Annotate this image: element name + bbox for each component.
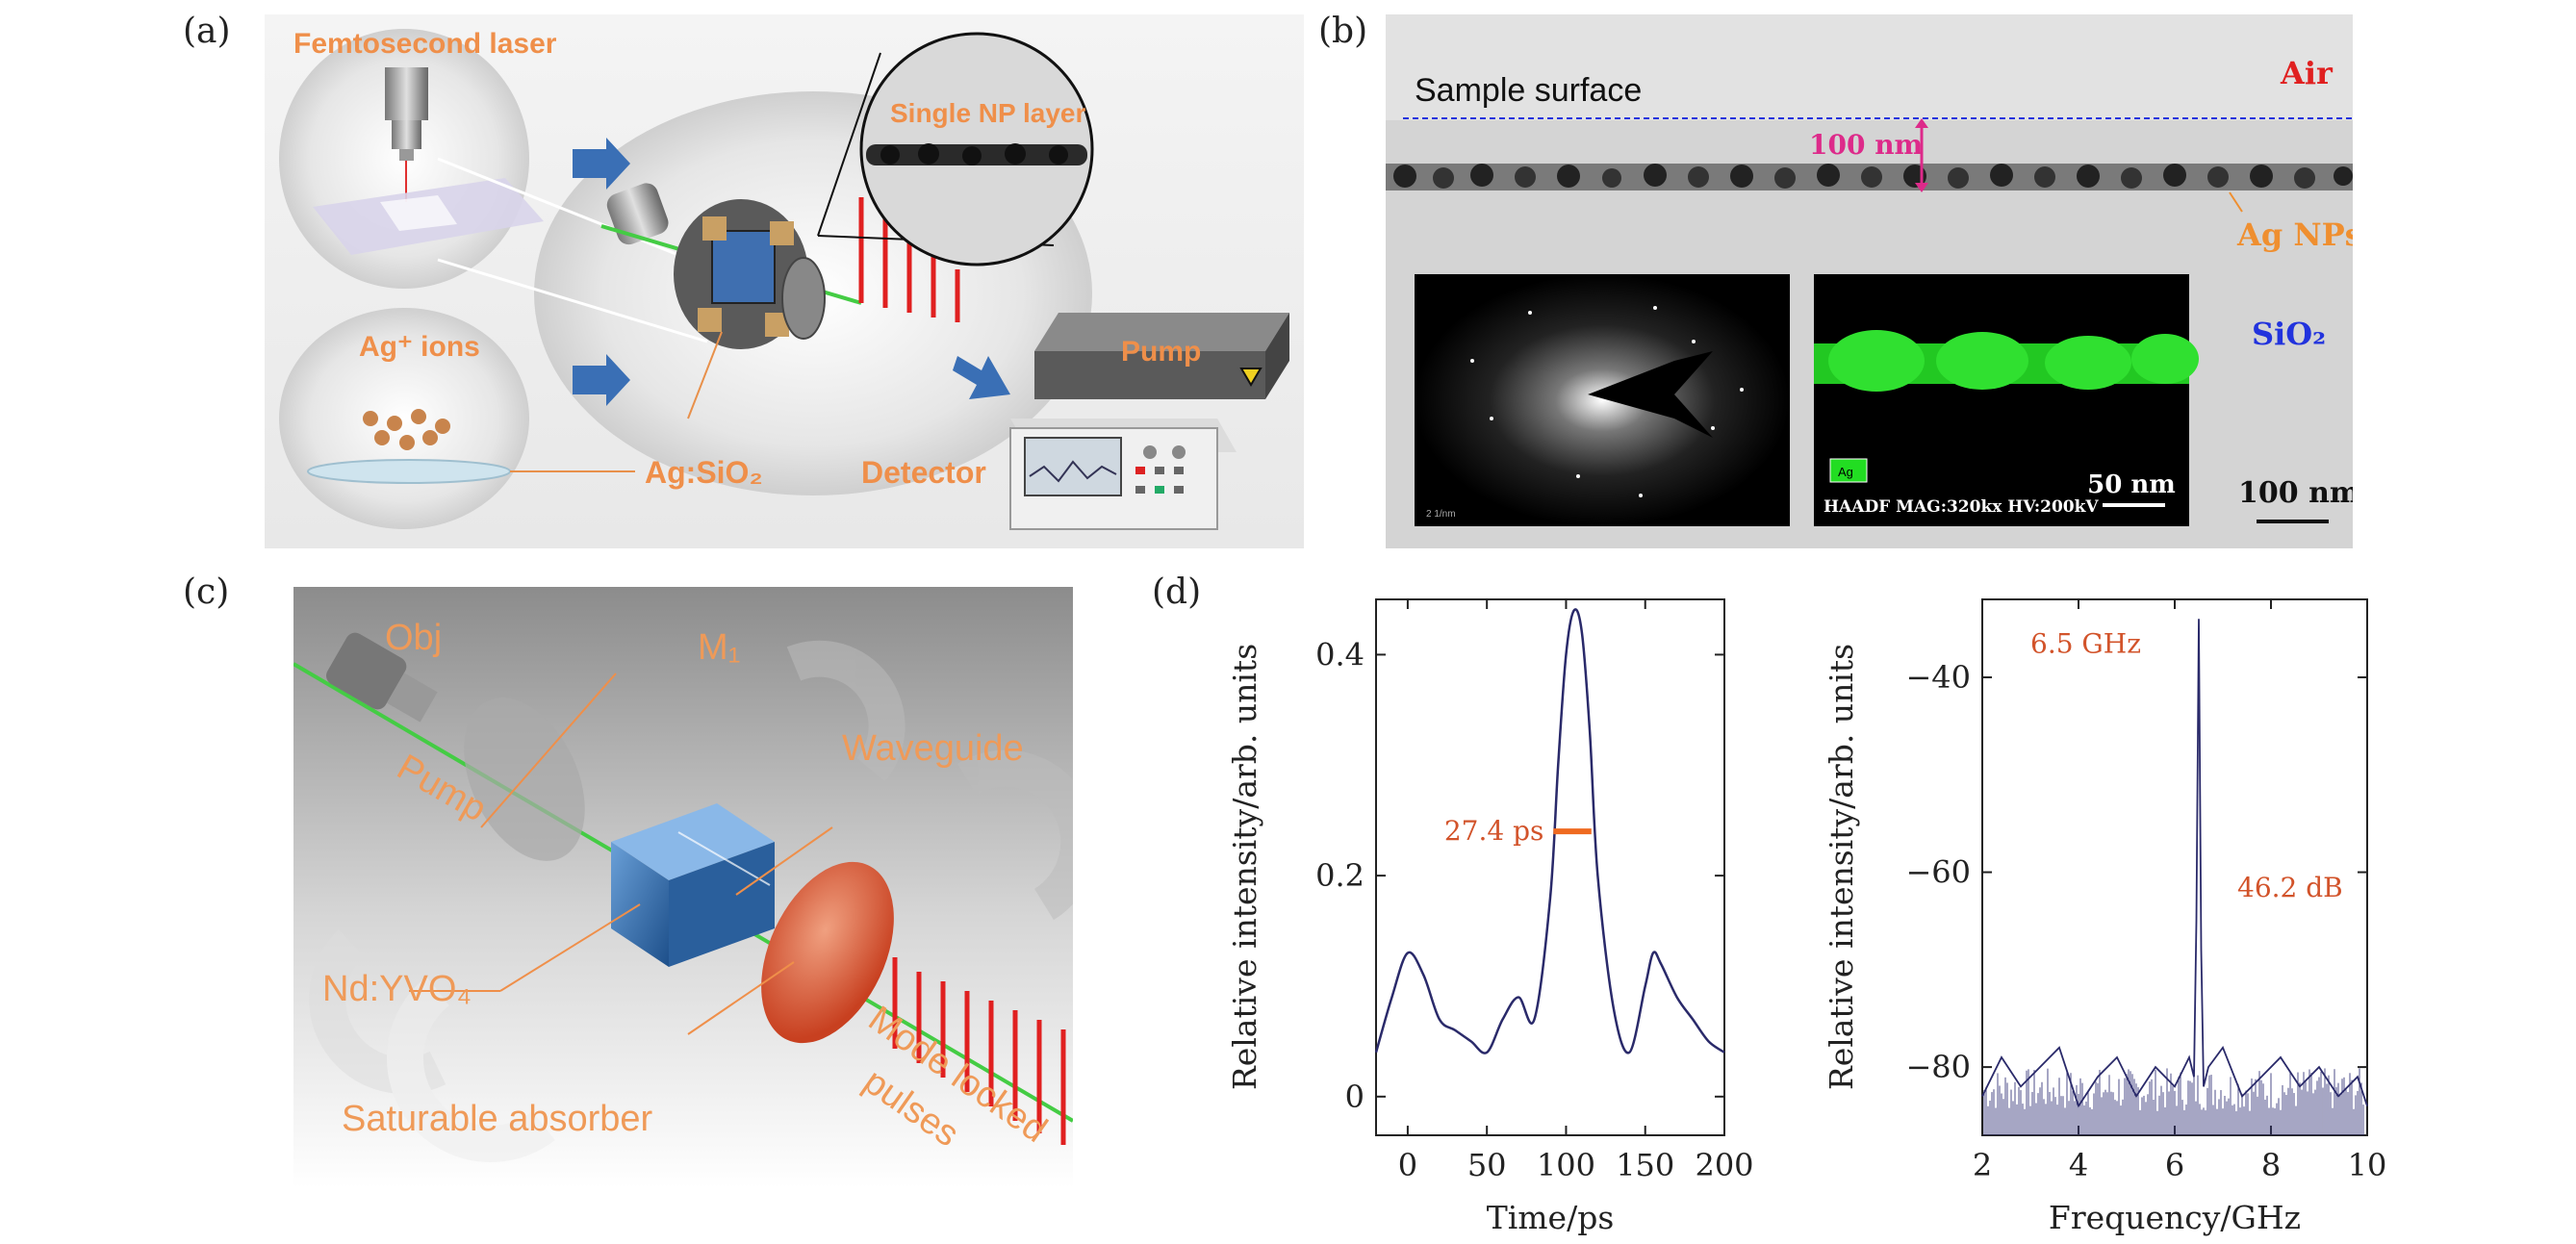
rf-spectrum-chart: 2 4 6 8 10 −80 −60 −40 6.5 GHz 46.2 dB Frequenc…: [1823, 598, 2387, 1236]
beam-stop: [1588, 351, 1713, 438]
x-tick-label: 0: [1398, 1147, 1417, 1183]
substrate-disk: [307, 459, 511, 484]
y-tick-label: 0.2: [1315, 857, 1365, 894]
label-ag-nps: Ag NPs: [2236, 216, 2353, 253]
x-tick-label: 6: [2165, 1147, 2184, 1183]
y-tick-label: −40: [1905, 659, 1971, 696]
saed-inset: [1415, 274, 1790, 526]
snr-annotation: 46.2 dB: [2237, 872, 2343, 903]
mirror-mounts: [309, 640, 1073, 1162]
y-tick-label: 0: [1345, 1079, 1365, 1115]
haadf-caption: HAADF MAG:320kx HV:200kV: [1824, 497, 2099, 517]
label-m1: M₁: [698, 627, 740, 668]
pump-box: [1034, 313, 1289, 399]
ag-map-legend: [1829, 458, 1868, 483]
np-layer: [866, 143, 1087, 165]
eds-map-inset: [1814, 274, 2189, 526]
x-tick-label: 10: [2348, 1147, 2387, 1183]
label-ag-sio2: Ag:SiO₂: [645, 455, 763, 490]
label-saturable-absorber: Saturable absorber: [342, 1099, 653, 1139]
label-waveguide: Waveguide: [842, 728, 1024, 769]
arrow-icon: [953, 356, 1010, 399]
label-crystal: Nd:YVO₄: [322, 969, 472, 1009]
x-tick-label: 50: [1467, 1147, 1507, 1183]
x-tick-label: 8: [2261, 1147, 2281, 1183]
x-tick-label: 2: [1973, 1147, 1992, 1183]
saturable-absorber-disk: [761, 861, 894, 1044]
panel-label-a: (a): [183, 12, 231, 51]
saed-scale-label: 2 1/nm: [1426, 509, 1456, 520]
rf-spectrum-trace: [1981, 619, 2368, 1108]
label-scale: 100 nm: [2238, 476, 2353, 510]
left-xlabel: Time/ps: [1487, 1199, 1615, 1236]
label-detector: Detector: [861, 455, 986, 490]
label-femtosecond-laser: Femtosecond laser: [293, 28, 557, 60]
right-plot-frame: [1981, 598, 2368, 1136]
x-tick-label: 200: [1695, 1147, 1753, 1183]
panel-a-schematic: Femtosecond laser Ag⁺ ions Single NP lay…: [265, 14, 1304, 548]
objective-lens-icon: [385, 67, 428, 161]
autocorrelation-trace: [1374, 608, 1725, 1054]
label-sio2: SiO₂: [2252, 316, 2326, 352]
noise-floor: [1983, 1068, 2364, 1135]
x-tick-label: 4: [2069, 1147, 2088, 1183]
inset-scale-label: 50 nm: [2087, 470, 2176, 499]
y-tick-label: 0.4: [1315, 636, 1365, 673]
ag-ions-icon: [363, 409, 450, 450]
panel-d-charts: 0 50 100 150 200 0 0.2 0.4 27.4 ps Time/ps Rela…: [1226, 598, 2387, 1236]
right-ylabel: Relative intensity/arb. units: [1823, 644, 1860, 1090]
panel-label-b: (b): [1318, 12, 1368, 51]
peak-frequency-annotation: 6.5 GHz: [2030, 628, 2141, 660]
label-pump: Pump: [1121, 336, 1201, 368]
label-air: Air: [2280, 55, 2334, 91]
panel-label-c: (c): [183, 572, 230, 612]
detector-oscilloscope-icon: [1009, 419, 1237, 530]
arrow-icon: [573, 354, 630, 406]
right-xlabel: Frequency/GHz: [2049, 1199, 2301, 1236]
x-tick-label: 150: [1616, 1147, 1674, 1183]
panel-b-tem: 2 1/nm Ag 50 nm HAADF MAG:320kx HV:200kV…: [1386, 14, 2353, 548]
label-single-np-layer: Single NP layer: [890, 98, 1085, 128]
nd-yvo4-crystal: [611, 803, 775, 967]
np-band: [1386, 164, 2353, 190]
label-sample-surface: Sample surface: [1415, 72, 1642, 109]
y-tick-label: −60: [1905, 854, 1971, 891]
saed-spots: [1470, 306, 1744, 497]
pulse-width-annotation: 27.4 ps: [1444, 815, 1544, 847]
ag-map-legend-label: Ag: [1838, 465, 1853, 479]
left-ylabel: Relative intensity/arb. units: [1226, 644, 1263, 1090]
autocorrelation-chart: 0 50 100 150 200 0 0.2 0.4 27.4 ps Time/ps Rela…: [1226, 598, 1754, 1236]
y-tick-label: −80: [1905, 1049, 1971, 1085]
left-plot-frame: [1375, 598, 1725, 1136]
label-ag-ions: Ag⁺ ions: [359, 331, 480, 363]
ag-map-band: [1814, 330, 2199, 392]
label-depth: 100 nm: [1809, 129, 1923, 161]
mode-locked-pulses: [892, 957, 1066, 1145]
device-mount: [437, 157, 862, 349]
label-obj: Obj: [385, 618, 442, 658]
objective-icon: [326, 632, 438, 723]
panel-label-d: (d): [1152, 572, 1202, 612]
arrow-icon: [573, 138, 630, 190]
panel-c-laser-cavity: Obj M₁ Pump Waveguide Nd:YVO₄ Saturable …: [293, 587, 1073, 1188]
x-tick-label: 100: [1537, 1147, 1595, 1183]
